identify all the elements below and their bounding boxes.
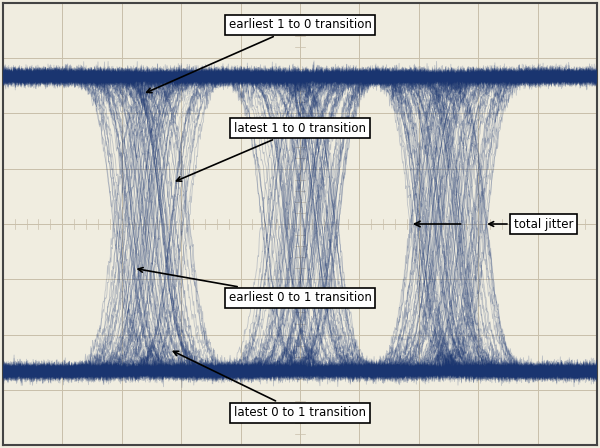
Text: earliest 0 to 1 transition: earliest 0 to 1 transition xyxy=(138,267,371,304)
Text: latest 1 to 0 transition: latest 1 to 0 transition xyxy=(176,122,366,181)
Text: latest 0 to 1 transition: latest 0 to 1 transition xyxy=(173,351,366,419)
Text: earliest 1 to 0 transition: earliest 1 to 0 transition xyxy=(147,18,371,93)
Text: total jitter: total jitter xyxy=(489,217,574,231)
